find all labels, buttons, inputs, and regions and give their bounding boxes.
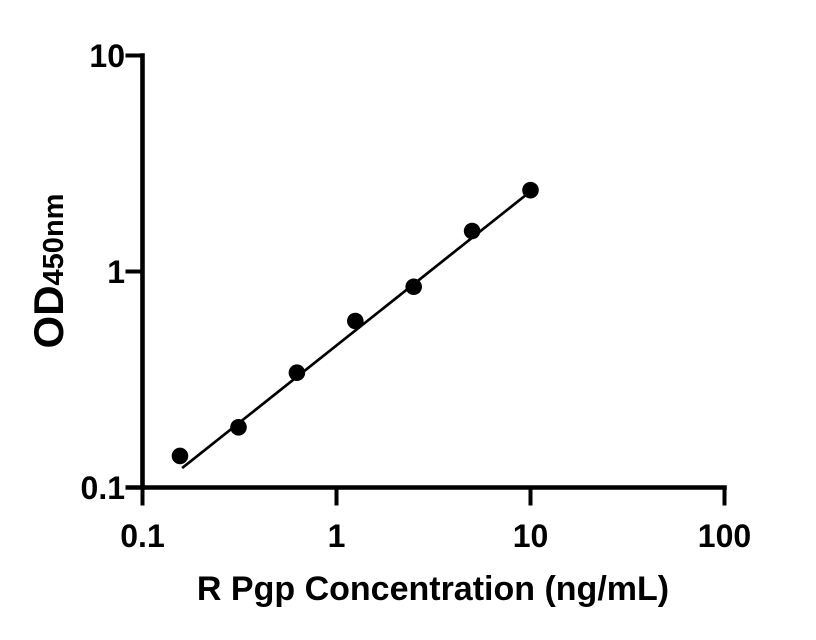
y-axis-title-main: OD: [25, 285, 72, 349]
y-tick-label: 10: [89, 38, 125, 74]
x-tick-label: 1: [328, 518, 346, 554]
x-tick-label: 10: [513, 518, 549, 554]
data-point: [171, 447, 189, 465]
x-axis-title: R Pgp Concentration (ng/mL): [197, 572, 669, 606]
data-point: [522, 181, 539, 199]
x-axis-title-text: R Pgp Concentration (ng/mL): [196, 570, 670, 608]
data-point: [463, 222, 481, 240]
y-axis-title-subscript: 450nm: [38, 193, 70, 286]
data-point: [347, 312, 364, 330]
x-tick-label: 0.1: [120, 518, 164, 554]
data-point: [405, 278, 423, 296]
data-point: [230, 418, 247, 436]
x-tick-label: 100: [698, 518, 751, 554]
data-point: [288, 364, 306, 382]
y-tick-label: 0.1: [81, 470, 125, 506]
y-axis-title: OD450nm: [25, 193, 72, 349]
y-tick-label: 1: [107, 254, 125, 290]
